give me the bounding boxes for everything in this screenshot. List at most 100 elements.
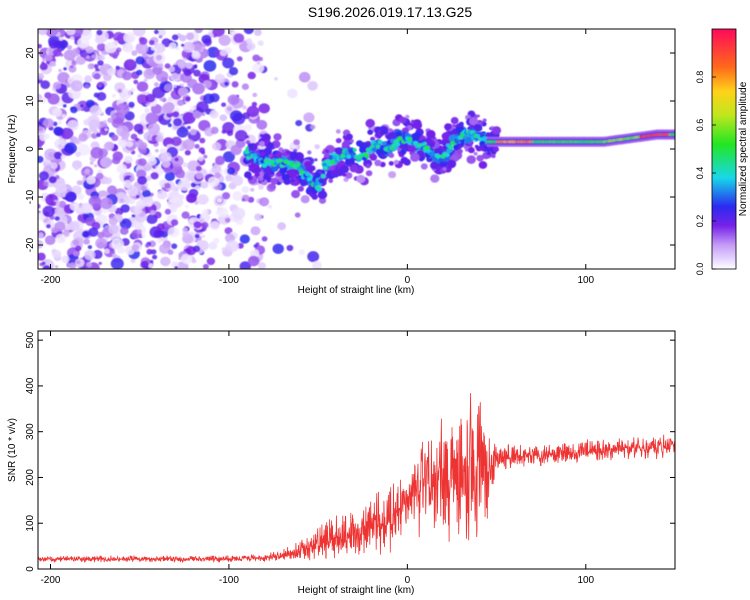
- spectrogram-cell: [400, 149, 407, 155]
- spectrogram-cell: [130, 87, 136, 93]
- spectrogram-cell: [100, 156, 113, 168]
- colorbar-tick-label: 0.8: [695, 71, 705, 84]
- spectrogram-cell: [236, 56, 243, 62]
- spectrogram-cell: [66, 29, 76, 36]
- spectrogram-cell: [138, 142, 148, 150]
- spectrogram-cell: [277, 158, 283, 163]
- spectrogram-cell: [469, 117, 479, 126]
- spectrogram-cell: [86, 261, 92, 268]
- spectrogram-cell: [71, 60, 77, 66]
- spectrogram-cell: [345, 133, 353, 140]
- spectrogram-cell: [117, 88, 123, 93]
- spectrogram-cell: [123, 32, 136, 44]
- spectrogram-cell: [51, 249, 62, 259]
- spectrogram-cell: [231, 81, 239, 88]
- spectrogram-cell: [219, 114, 228, 122]
- spectrogram-cell: [247, 143, 254, 149]
- spectrogram-cell: [245, 140, 251, 145]
- spectrogram-cell: [239, 234, 250, 244]
- spectrogram-cell: [130, 133, 138, 140]
- spectrogram-cell: [209, 110, 219, 119]
- spectrogram-cell: [85, 46, 94, 54]
- spectrogram-cell: [144, 108, 150, 113]
- spectrogram-cell: [221, 102, 227, 107]
- spectrogram-cell: [491, 153, 496, 159]
- spectrogram-cell: [375, 144, 381, 149]
- spectrogram-cell: [185, 204, 189, 209]
- spectrogram-cell: [122, 71, 132, 81]
- snr-ytick-label: 200: [25, 469, 36, 486]
- spectrogram-cell: [446, 159, 457, 169]
- snr-ytick-label: 500: [25, 331, 36, 348]
- spectrogram-cell: [44, 148, 57, 161]
- spectrogram-cell: [46, 224, 51, 229]
- spectrogram-cell: [112, 156, 121, 165]
- spectrogram-cell: [38, 232, 44, 239]
- snr-xtick-label: -200: [40, 575, 60, 586]
- colorbar-label: Normalized spectral amplitude: [738, 81, 749, 216]
- spectrogram-cell: [421, 135, 426, 140]
- spectrogram-cell: [97, 109, 104, 115]
- spectrogram-cell: [303, 112, 315, 123]
- spectrogram-cell: [195, 165, 202, 172]
- spectrogram-cell: [473, 151, 478, 156]
- spectrogram-cell: [182, 111, 196, 124]
- spectrogram-cell: [127, 59, 136, 67]
- spectrogram-cell: [62, 104, 67, 108]
- spectrogram-cell: [176, 126, 189, 138]
- spectrogram-cell: [214, 73, 226, 84]
- spectrogram-xtick-label: 0: [405, 275, 411, 286]
- spectrogram-cell: [177, 60, 187, 69]
- spectrogram-cell: [185, 96, 191, 102]
- spectrogram-cell: [413, 121, 423, 130]
- spectrogram-cell: [38, 126, 43, 132]
- spectrogram-cell: [69, 36, 75, 41]
- spectrogram-cell: [231, 175, 244, 187]
- spectrogram-cell: [136, 229, 142, 234]
- spectrogram-cell: [162, 102, 175, 114]
- spectrogram-cell: [75, 55, 86, 65]
- spectrogram-cell: [318, 179, 324, 184]
- spectrogram-cell: [58, 200, 67, 208]
- spectrogram-cell: [183, 69, 192, 77]
- spectrogram-cell: [123, 179, 133, 189]
- spectrogram-cell: [307, 150, 312, 155]
- spectrogram-cell: [146, 214, 158, 225]
- spectrogram-cell: [161, 38, 172, 48]
- spectrogram-cell: [224, 227, 233, 235]
- spectrogram-cell: [224, 81, 229, 86]
- spectrogram-cell: [492, 146, 499, 153]
- spectrogram-cell: [346, 154, 352, 159]
- spectrogram-cell: [198, 156, 204, 162]
- spectrogram-cell: [464, 136, 472, 144]
- spectrogram-cell: [194, 200, 199, 205]
- spectrogram-cell: [365, 118, 376, 128]
- spectrogram-cell: [182, 162, 188, 168]
- spectrogram-cell: [128, 198, 136, 205]
- spectrogram-cell: [374, 159, 382, 167]
- spectrogram-cell: [111, 238, 124, 250]
- spectrogram-cell: [219, 49, 228, 57]
- spectrogram-cell: [181, 43, 185, 47]
- spectrogram-cell: [71, 48, 81, 57]
- spectrogram-cell: [97, 83, 103, 88]
- spectrogram-cell: [190, 105, 197, 111]
- spectrogram-cell: [44, 235, 56, 245]
- spectrogram-cell: [116, 125, 129, 137]
- spectrogram-cell: [171, 136, 182, 147]
- spectrogram-cell: [294, 212, 301, 218]
- spectrogram-cell: [171, 185, 180, 193]
- spectrogram-cell: [50, 201, 57, 207]
- spectrogram-cell: [341, 141, 350, 149]
- spectrogram-cell: [314, 144, 320, 150]
- spectrogram-cell: [69, 201, 80, 211]
- spectrogram-cell: [200, 54, 206, 59]
- spectrogram-cell: [210, 126, 219, 135]
- spectrogram-ytick-label: 20: [25, 47, 36, 59]
- spectrogram-cell: [68, 220, 80, 231]
- spectrogram-cell: [349, 164, 359, 173]
- spectrogram-cell: [157, 29, 166, 37]
- snr-ytick-label: 300: [25, 423, 36, 440]
- spectrogram-cell: [305, 171, 311, 177]
- spectrogram-cell: [328, 155, 334, 161]
